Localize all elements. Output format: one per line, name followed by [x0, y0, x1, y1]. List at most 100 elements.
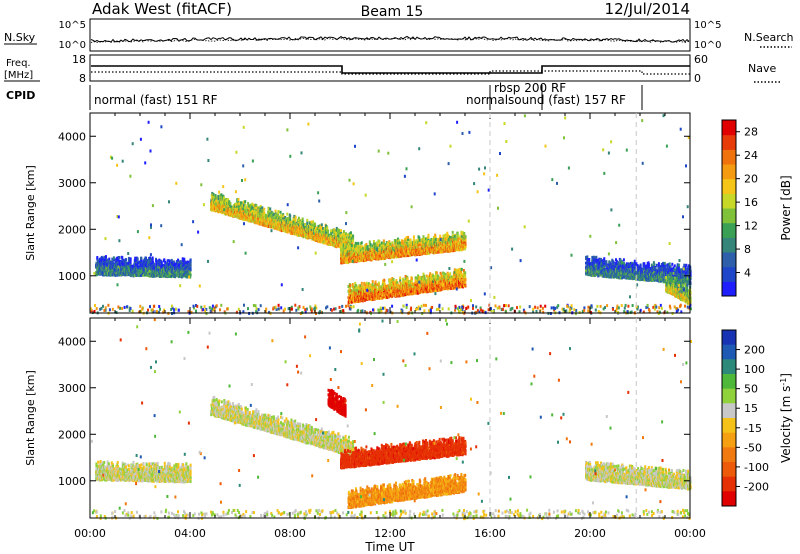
- power-cell: [320, 223, 323, 227]
- power-cell: [240, 207, 243, 211]
- power-cell: [294, 222, 297, 226]
- nave-tick-top: 60: [694, 53, 708, 66]
- power-cell: [289, 214, 292, 218]
- n-search-label: N.Search: [744, 31, 794, 44]
- power-cell: [237, 198, 240, 202]
- power-cell: [252, 209, 255, 213]
- power-cell: [247, 206, 250, 209]
- beam-title: Beam 15: [361, 4, 424, 20]
- power-cell: [242, 200, 245, 204]
- power-cell: [349, 284, 352, 288]
- power-cell: [263, 211, 266, 215]
- power-cell: [410, 277, 413, 281]
- power-cell: [326, 226, 329, 230]
- power-cell: [365, 281, 368, 285]
- power-cell: [407, 235, 410, 239]
- power-cell: [211, 191, 214, 195]
- power-cell: [97, 259, 100, 263]
- power-cell: [312, 220, 315, 224]
- power-cell: [399, 276, 402, 280]
- power-cell: [423, 274, 426, 278]
- freq-tick-top: 18: [72, 53, 86, 66]
- cpid-row: CPID normal (fast) 151 RF rbsp 200 RF no…: [6, 81, 643, 110]
- station-title: Adak West (fitACF): [92, 0, 232, 18]
- power-cell: [291, 232, 294, 236]
- power-cell: [464, 274, 467, 278]
- n-sky-label: N.Sky: [4, 31, 36, 44]
- power-cell: [257, 206, 260, 210]
- power-cell: [464, 278, 467, 282]
- power-cell: [350, 231, 352, 235]
- power-cell: [222, 196, 225, 200]
- power-cell: [255, 204, 258, 207]
- power-cell: [240, 201, 242, 205]
- freq-panel: Freq. [MHz] 18 8 60 0 Nave: [4, 53, 782, 85]
- power-cell: [278, 216, 281, 220]
- power-cell: [456, 231, 459, 235]
- power-cell: [306, 218, 309, 222]
- power-cell: [299, 224, 302, 228]
- freq-tick-bottom: 8: [79, 72, 86, 85]
- power-cell: [248, 204, 251, 208]
- power-cell: [289, 222, 292, 226]
- power-cell: [212, 193, 215, 196]
- power-cell: [261, 206, 264, 210]
- power-cell: [274, 211, 277, 215]
- power-cell: [409, 238, 412, 242]
- power-cell: [244, 200, 247, 204]
- power-cell: [312, 226, 315, 230]
- power-cell: [432, 274, 435, 278]
- power-cell: [301, 220, 304, 224]
- power-cell: [374, 280, 377, 284]
- power-cell: [272, 213, 275, 217]
- power-cell: [418, 238, 421, 242]
- cpid-mode-normalsound: normalsound (fast) 157 RF: [466, 93, 626, 107]
- power-cell: [460, 267, 463, 271]
- power-cell: [289, 217, 292, 221]
- power-cell: [215, 200, 218, 204]
- power-cell: [265, 213, 267, 217]
- power-cell: [286, 217, 289, 221]
- noise-tick-top-right: 10^5: [694, 20, 721, 31]
- power-cell: [269, 207, 272, 211]
- power-cell: [229, 204, 232, 208]
- power-cell: [280, 218, 282, 222]
- power-cell: [225, 199, 228, 203]
- power-cell: [248, 206, 251, 210]
- power-cell: [282, 216, 285, 220]
- power-cell: [292, 220, 295, 224]
- power-cell: [271, 211, 274, 215]
- power-cell: [290, 231, 292, 235]
- power-cell: [464, 242, 467, 246]
- power-cell: [371, 283, 374, 287]
- power-cell: [392, 278, 395, 281]
- power-cell: [340, 245, 343, 249]
- power-cell: [260, 213, 262, 217]
- power-cell: [294, 215, 297, 219]
- power-cell: [352, 234, 355, 238]
- power-cell: [217, 197, 220, 201]
- cpid-mode-rbsp: rbsp 200 RF: [494, 81, 566, 95]
- power-cell: [251, 202, 254, 206]
- power-cell: [215, 198, 218, 202]
- power-cell: [406, 277, 409, 281]
- power-cell: [378, 239, 381, 243]
- power-cell: [255, 208, 258, 212]
- power-cell: [310, 220, 313, 224]
- power-cell: [267, 210, 270, 213]
- power-cell: [289, 221, 292, 224]
- power-cell: [262, 209, 265, 213]
- power-cell: [228, 200, 231, 204]
- power-cell: [267, 207, 270, 211]
- power-cell: [237, 200, 240, 204]
- noise-panel: N.Sky 10^5 10^0 10^5 10^0 N.Search: [4, 18, 794, 52]
- noise-tick-bottom-left: 10^0: [59, 40, 86, 51]
- power-cell: [249, 203, 252, 207]
- nave-label: Nave: [748, 62, 776, 75]
- power-cell: [310, 223, 313, 227]
- power-cell: [360, 241, 363, 245]
- power-cell: [377, 281, 380, 285]
- power-cell: [269, 209, 272, 213]
